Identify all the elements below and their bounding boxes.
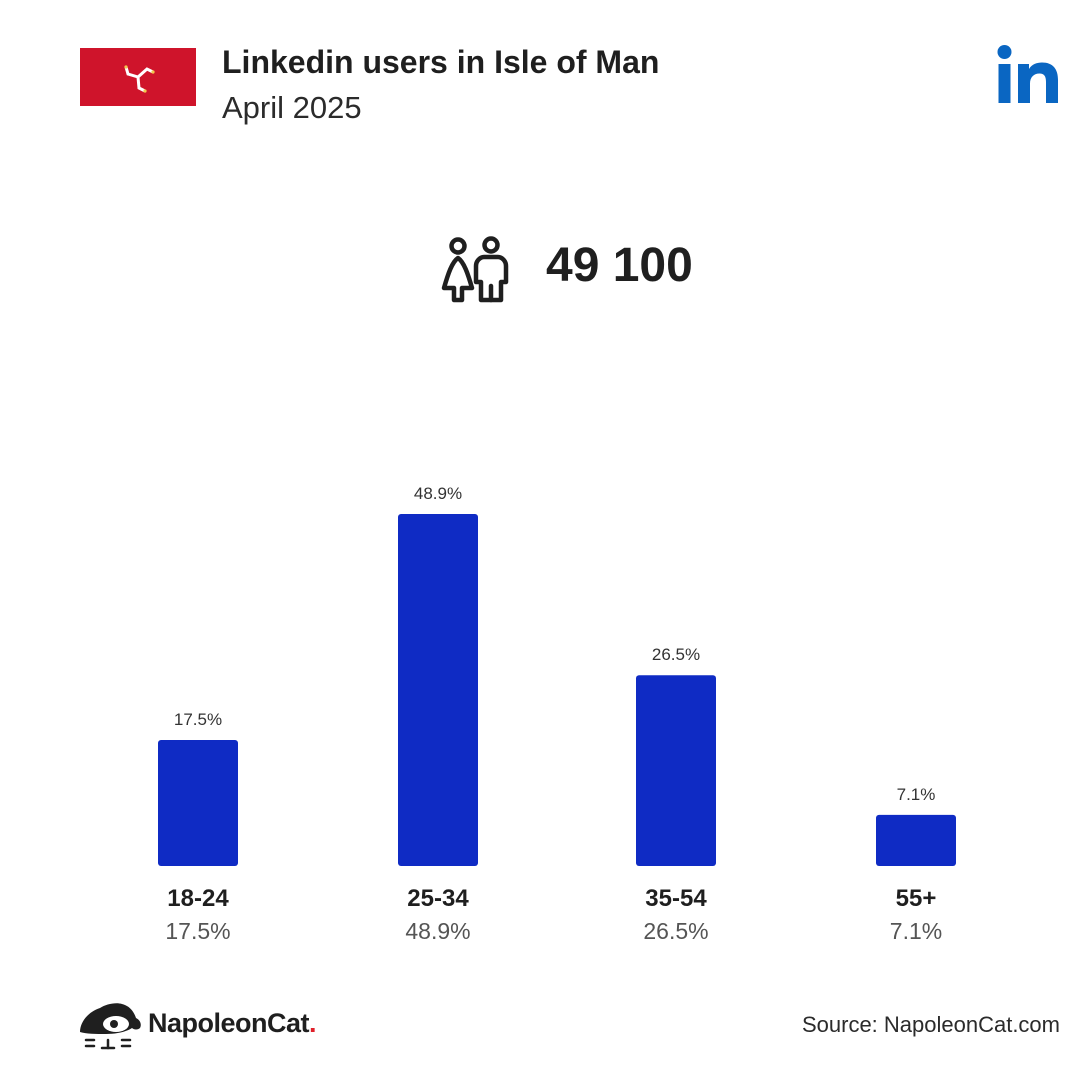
bar-55+ — [876, 814, 956, 866]
brand-text: NapoleonCat — [148, 1008, 310, 1038]
bar-18-24 — [158, 740, 238, 866]
page-title: Linkedin users in Isle of Man — [222, 44, 660, 80]
page-subtitle: April 2025 — [222, 90, 362, 125]
bar-value-label: 48.9% — [414, 484, 462, 503]
brand-dot: . — [309, 1008, 317, 1038]
brand-name: NapoleonCat. — [148, 1008, 317, 1039]
bar-value-label: 7.1% — [897, 785, 936, 804]
total-users-value: 49 100 — [546, 239, 693, 292]
category-percent: 17.5% — [165, 918, 230, 944]
category-label: 55+ — [896, 885, 937, 912]
bar-25-34 — [398, 514, 478, 866]
category-label: 25-34 — [407, 885, 469, 912]
users-icon — [441, 236, 509, 303]
source-text: Source: NapoleonCat.com — [801, 1012, 1060, 1037]
category-label: 35-54 — [645, 885, 707, 912]
bar-35-54 — [636, 675, 716, 866]
linkedin-icon — [997, 45, 1058, 103]
category-label: 18-24 — [167, 885, 229, 912]
bar-value-label: 26.5% — [652, 645, 700, 664]
napoleoncat-logo-icon — [80, 1003, 141, 1050]
category-percent: 26.5% — [643, 918, 708, 944]
isle-of-man-flag — [80, 48, 196, 106]
bar-value-label: 17.5% — [174, 710, 222, 729]
category-percent: 48.9% — [405, 918, 470, 944]
category-percent: 7.1% — [890, 918, 942, 944]
